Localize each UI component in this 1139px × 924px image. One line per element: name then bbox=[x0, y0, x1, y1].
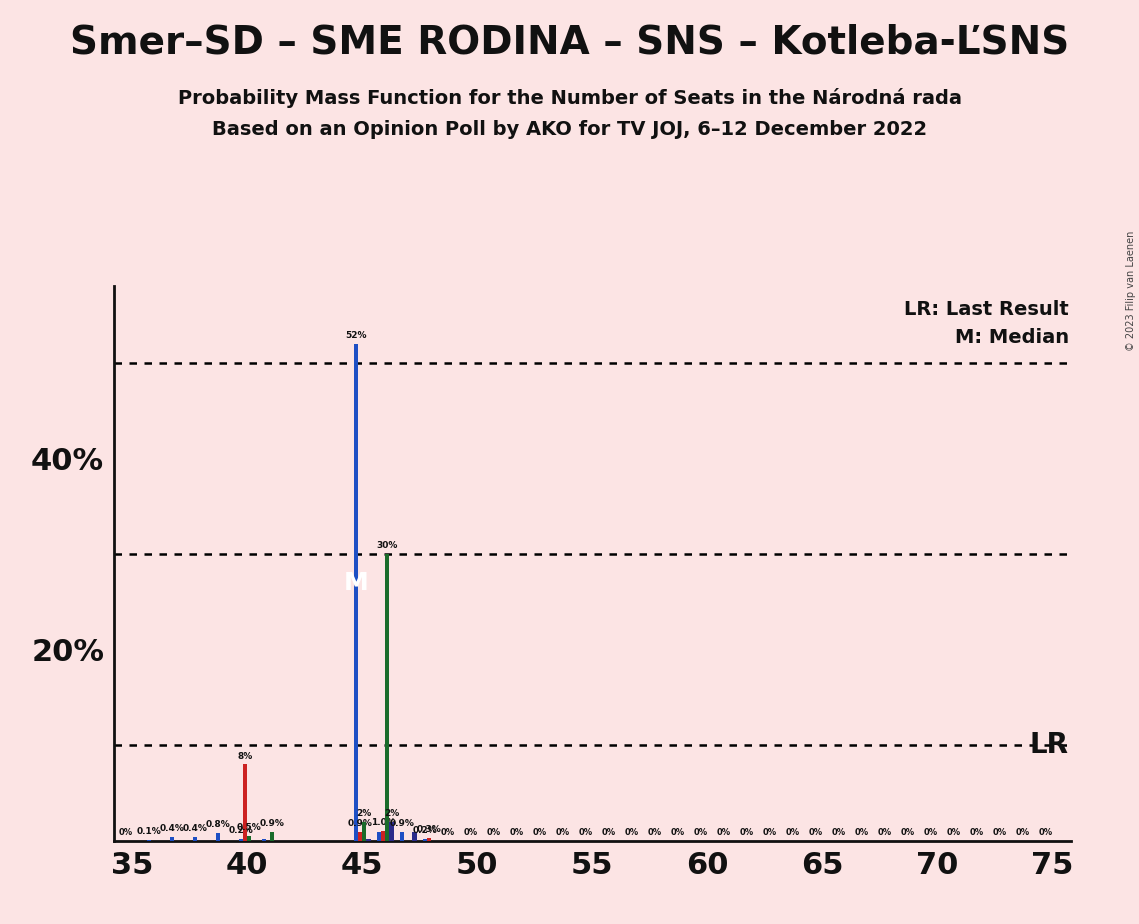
Bar bbox=[147, 840, 151, 841]
Text: 0%: 0% bbox=[603, 828, 616, 837]
Text: 0%: 0% bbox=[740, 828, 754, 837]
Text: 0.4%: 0.4% bbox=[182, 824, 207, 833]
Text: 0%: 0% bbox=[878, 828, 892, 837]
Text: 0.4%: 0.4% bbox=[159, 824, 185, 833]
Text: 0.8%: 0.8% bbox=[206, 821, 230, 830]
Text: M: Median: M: Median bbox=[954, 328, 1068, 347]
Text: 0%: 0% bbox=[694, 828, 708, 837]
Text: 0%: 0% bbox=[510, 828, 524, 837]
Text: 0%: 0% bbox=[556, 828, 571, 837]
Text: 0%: 0% bbox=[855, 828, 869, 837]
Text: 0.9%: 0.9% bbox=[390, 820, 415, 829]
Text: 0%: 0% bbox=[831, 828, 846, 837]
Bar bbox=[423, 839, 427, 841]
Bar bbox=[362, 821, 367, 841]
Text: 0.9%: 0.9% bbox=[347, 820, 372, 829]
Bar bbox=[270, 833, 274, 841]
Bar bbox=[239, 839, 243, 841]
Text: M: M bbox=[344, 571, 368, 595]
Text: 0%: 0% bbox=[533, 828, 547, 837]
Text: 0.3%: 0.3% bbox=[417, 825, 442, 834]
Text: 1.0%: 1.0% bbox=[371, 819, 395, 828]
Text: 0%: 0% bbox=[1016, 828, 1030, 837]
Bar bbox=[377, 833, 382, 841]
Text: 2%: 2% bbox=[357, 808, 372, 818]
Text: © 2023 Filip van Laenen: © 2023 Filip van Laenen bbox=[1126, 231, 1136, 351]
Text: 0%: 0% bbox=[579, 828, 593, 837]
Text: 0.1%: 0.1% bbox=[137, 827, 162, 836]
Text: 0%: 0% bbox=[970, 828, 984, 837]
Text: 0%: 0% bbox=[464, 828, 478, 837]
Bar bbox=[390, 821, 394, 841]
Text: 0%: 0% bbox=[718, 828, 731, 837]
Bar bbox=[170, 837, 174, 841]
Text: 0%: 0% bbox=[120, 828, 133, 837]
Text: 0%: 0% bbox=[947, 828, 961, 837]
Bar bbox=[382, 832, 385, 841]
Bar bbox=[247, 836, 252, 841]
Text: 52%: 52% bbox=[345, 331, 367, 340]
Text: Based on an Opinion Poll by AKO for TV JOJ, 6–12 December 2022: Based on an Opinion Poll by AKO for TV J… bbox=[212, 120, 927, 140]
Text: 0.2%: 0.2% bbox=[229, 826, 254, 835]
Text: 0%: 0% bbox=[924, 828, 939, 837]
Text: 0%: 0% bbox=[1039, 828, 1054, 837]
Text: LR: Last Result: LR: Last Result bbox=[904, 300, 1068, 320]
Bar bbox=[412, 833, 417, 841]
Bar bbox=[358, 833, 362, 841]
Text: 0%: 0% bbox=[901, 828, 915, 837]
Text: Probability Mass Function for the Number of Seats in the Národná rada: Probability Mass Function for the Number… bbox=[178, 88, 961, 108]
Text: 0.5%: 0.5% bbox=[237, 823, 262, 833]
Text: 0.2%: 0.2% bbox=[412, 826, 437, 835]
Text: 0%: 0% bbox=[786, 828, 800, 837]
Text: 0%: 0% bbox=[487, 828, 501, 837]
Text: 2%: 2% bbox=[384, 808, 399, 818]
Text: 0%: 0% bbox=[671, 828, 686, 837]
Text: 0%: 0% bbox=[625, 828, 639, 837]
Bar bbox=[427, 838, 432, 841]
Bar bbox=[216, 833, 220, 841]
Bar bbox=[385, 554, 390, 841]
Text: 0%: 0% bbox=[809, 828, 823, 837]
Text: 8%: 8% bbox=[238, 751, 253, 760]
Text: 0.9%: 0.9% bbox=[260, 820, 285, 829]
Bar bbox=[367, 839, 370, 841]
Bar bbox=[192, 837, 197, 841]
Text: 0%: 0% bbox=[763, 828, 777, 837]
Text: Smer–SD – SME RODINA – SNS – Kotleba-ĽSNS: Smer–SD – SME RODINA – SNS – Kotleba-ĽSN… bbox=[69, 23, 1070, 61]
Text: LR: LR bbox=[1030, 731, 1068, 760]
Text: 0%: 0% bbox=[441, 828, 456, 837]
Text: 0%: 0% bbox=[993, 828, 1007, 837]
Bar bbox=[262, 839, 267, 841]
Text: 0%: 0% bbox=[648, 828, 662, 837]
Bar bbox=[400, 833, 404, 841]
Text: 30%: 30% bbox=[377, 541, 398, 551]
Bar bbox=[354, 344, 358, 841]
Bar bbox=[243, 764, 247, 841]
